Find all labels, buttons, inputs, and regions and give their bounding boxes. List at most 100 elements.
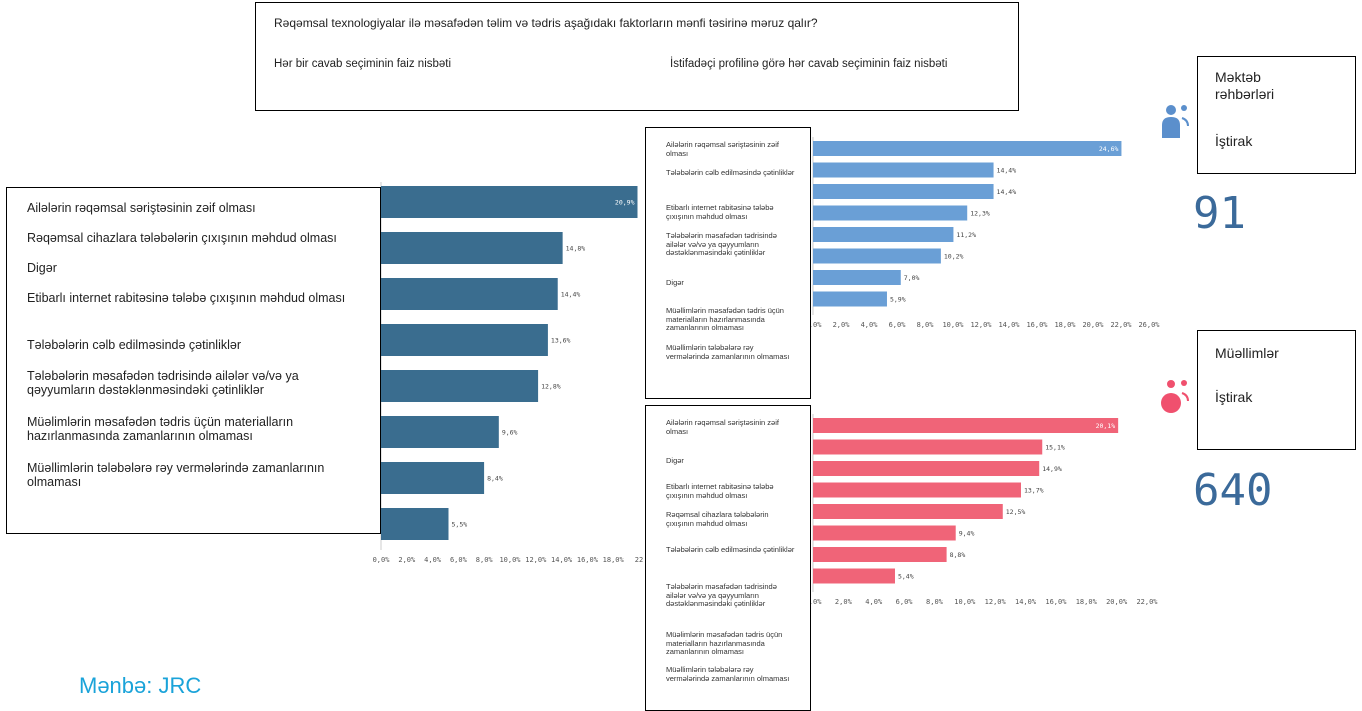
bar [813,461,1040,476]
x-tick-label: 12,0% [525,556,547,564]
x-tick-label: 20,0% [1082,321,1104,329]
x-tick-label: 4,0% [424,556,442,564]
bar [813,162,994,178]
bar [381,508,449,540]
bar [381,186,638,218]
bar [813,525,956,541]
bar [813,482,1021,498]
overall-label: Etibarlı internet rabitəsinə tələbə çıxı… [27,291,346,305]
bar [813,248,941,264]
x-tick-label: 8,0% [926,598,944,606]
x-tick-label: 2,0% [833,321,851,329]
teachers-title: Müəllimlər [1215,345,1279,361]
x-tick-label: 0,0% [805,321,823,329]
x-tick-label: 18,0% [1054,321,1076,329]
bar [813,547,947,562]
school-leaders-label: Müəllimlərin məsafədən tədris üçün mater… [666,306,784,332]
overall-label: Rəqəmsal cihazlara tələbələrin çıxışının… [27,231,337,245]
profile-subtitle: İstifadəçi profilinə görə hər cavab seçi… [670,58,948,70]
x-tick-label: 10,0% [954,598,976,606]
x-tick-label: 8,0% [476,556,494,564]
school-leaders-label: Tələbələrin cəlb edilməsində çətinliklər [666,168,795,177]
bar [813,568,895,584]
x-tick-label: 2,0% [398,556,416,564]
bar [381,278,558,310]
x-tick-label: 2,0% [835,598,853,606]
school-leaders-label: Müəllimlərin tələbələrə rəy vermələrində… [666,343,790,361]
x-tick-label: 6,0% [450,556,468,564]
teachers-label: Müəllimlərin tələbələrə rəy vermələrində… [666,665,790,683]
bar-value-label: 12,5% [1006,508,1026,516]
school-leaders-label: Ailələrin rəqəmsal səriştəsinin zəif olm… [666,140,779,158]
x-tick-label: 12,0% [985,598,1007,606]
x-tick-label: 14,0% [998,321,1020,329]
x-tick-label: 6,0% [896,598,914,606]
question-box: Rəqəmsal texnologiyalar ilə məsafədən tə… [255,2,1019,111]
overall-label: Müəlimlərin məsafədən tədris üçün materi… [27,415,294,443]
teachers-label: Etibarlı internet rabitəsinə tələbə çıxı… [666,482,774,500]
x-tick-label: 22,0% [1110,321,1132,329]
x-tick-label: 18,0% [603,556,625,564]
bar [813,184,994,199]
x-tick-label: 16,0% [1026,321,1048,329]
x-tick-label: 14,0% [1015,598,1037,606]
x-tick-label: 20,0% [1106,598,1128,606]
bar-value-label: 9,4% [959,530,975,538]
bar [813,439,1043,455]
bar [381,416,499,448]
x-tick-label: 0,0% [805,598,823,606]
bar [813,291,887,307]
bar-value-label: 24,6% [1099,145,1119,153]
school-leaders-label: Etibarlı internet rabitəsinə tələbə çıxı… [666,203,774,221]
x-tick-label: 10,0% [499,556,521,564]
x-tick-label: 12,0% [970,321,992,329]
x-tick-label: 22,0% [1136,598,1158,606]
overall-subtitle: Hər bir cavab seçiminin faiz nisbəti [274,58,452,70]
overall-label: Müəllimlərin tələbələrə rəy vermələrində… [27,461,325,489]
teachers-label: Müəlimlərin məsafədən tədris üçün materi… [666,630,783,656]
overall-label: Ailələrin rəqəmsal səriştəsinin zəif olm… [27,201,256,215]
bar [381,462,485,494]
teachers-label: Rəqəmsal cihazlara tələbələrin çıxışının… [666,510,769,528]
bar-value-label: 8,4% [487,475,503,483]
bar [813,504,1003,519]
bar-value-label: 10,2% [944,253,964,261]
school-leaders-labels-box: Ailələrin rəqəmsal səriştəsinin zəif olm… [645,127,811,399]
bar-value-label: 11,2% [956,231,976,239]
bar [813,205,968,221]
x-tick-label: 26,0% [1138,321,1160,329]
x-tick-label: 4,0% [865,598,883,606]
bar-value-label: 14,4% [561,291,581,299]
x-tick-label: 16,0% [1045,598,1067,606]
overall-labels-box: Ailələrin rəqəmsal səriştəsinin zəif olm… [6,187,381,534]
x-tick-label: 10,0% [942,321,964,329]
bar [813,227,954,242]
teachers-count: 640 [1193,465,1273,516]
source-label: Mənbə: JRC [79,673,202,698]
bar-value-label: 12,8% [541,383,561,391]
bar-value-label: 8,8% [950,551,966,559]
bar [381,324,548,356]
overall-label: Digər [27,261,57,275]
bar-value-label: 5,5% [452,521,468,529]
school-leaders-count: 91 [1193,188,1246,239]
users-icon [1162,105,1189,138]
bar-value-label: 20,9% [615,199,635,207]
teachers-participation-label: İştirak [1215,389,1253,405]
teachers-bar-chart: 20,1% 15,1% 14,9% 13,7% 12,5% 9,4% 8,8% 5,4% 0,0… [805,414,1158,606]
bar [813,141,1122,156]
bar-value-label: 9,6% [502,429,518,437]
bar-value-label: 5,9% [890,296,906,304]
bar [381,232,563,264]
bar-value-label: 20,1% [1096,422,1116,430]
x-tick-label: 16,0% [577,556,599,564]
bar-value-label: 15,1% [1045,444,1065,452]
teachers-labels-box: Ailələrin rəqəmsal səriştəsinin zəif olm… [645,405,811,711]
bar-value-label: 7,0% [904,274,920,282]
bar-value-label: 14,4% [997,188,1017,196]
school-leaders-label: Digər [666,278,684,287]
overall-bar-chart: 20,9% 14,8% 14,4% 13,6% 12,8% 9,6% 8,4% 5,5% 0,0… [373,182,643,564]
teachers-label: Ailələrin rəqəmsal səriştəsinin zəif olm… [666,418,779,436]
bar-value-label: 12,3% [970,210,990,218]
question-title: Rəqəmsal texnologiyalar ilə məsafədən tə… [274,16,818,30]
